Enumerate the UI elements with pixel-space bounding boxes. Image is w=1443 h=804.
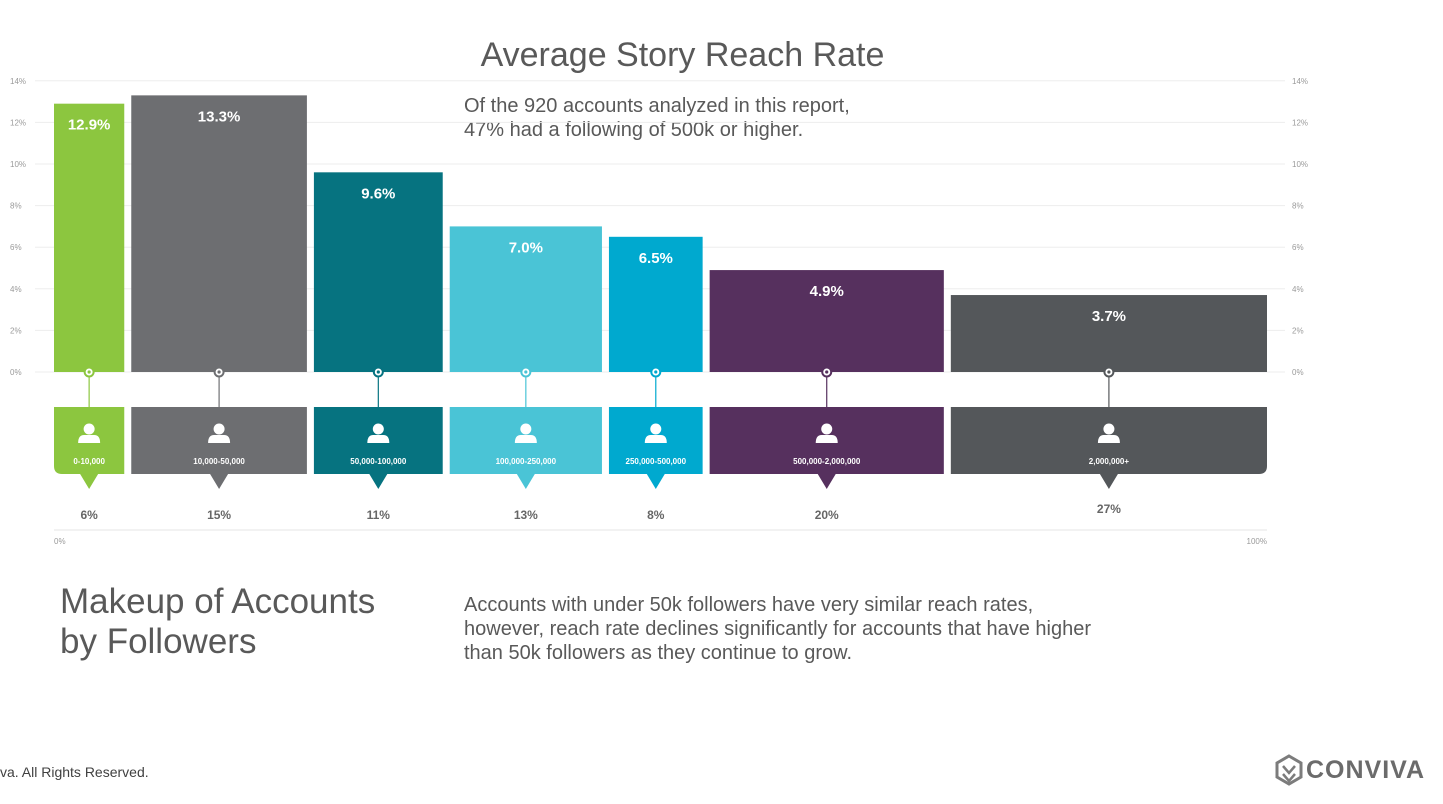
user-icon-head (650, 423, 662, 435)
user-icon-body (514, 435, 537, 443)
brand-logo: CONVIVA (1272, 754, 1432, 793)
category-box (608, 407, 703, 489)
connector-dot (376, 370, 380, 374)
connector-dot (825, 370, 829, 374)
category-label: 10,000-50,000 (193, 457, 245, 466)
reach-bar (54, 103, 125, 373)
category-box (313, 407, 443, 489)
connector-dot (654, 370, 658, 374)
user-icon (78, 423, 101, 443)
user-icon (1097, 423, 1120, 443)
x-axis-label-end: 100% (1247, 537, 1267, 546)
share-value-label: 6% (80, 508, 98, 522)
y-tick-label-left: 12% (10, 118, 26, 127)
y-tick-label-left: 8% (10, 202, 22, 211)
user-icon-head (372, 423, 384, 435)
y-tick-label-left: 6% (10, 243, 22, 252)
reach-value-label: 4.9% (810, 283, 844, 300)
user-icon (815, 423, 838, 443)
y-tick-label-right: 4% (1292, 285, 1304, 294)
category-label: 500,000-2,000,000 (793, 457, 861, 466)
share-value-label: 13% (514, 508, 538, 522)
x-axis-label-start: 0% (54, 537, 66, 546)
category-label: 50,000-100,000 (350, 457, 407, 466)
reach-bar (709, 270, 944, 372)
y-tick-label-left: 10% (10, 160, 26, 169)
category-label: 250,000-500,000 (626, 457, 687, 466)
reach-bar (449, 226, 602, 372)
category-box (131, 407, 307, 489)
share-value-label: 8% (647, 508, 665, 522)
reach-bar (131, 95, 307, 373)
user-icon-head (83, 423, 95, 435)
y-tick-label-right: 2% (1292, 326, 1304, 335)
user-icon-head (1103, 423, 1115, 435)
intro-note: Of the 920 accounts analyzed in this rep… (464, 95, 850, 141)
y-tick-label-right: 10% (1292, 160, 1308, 169)
user-icon-body (1097, 435, 1120, 443)
y-tick-label-right: 0% (1292, 368, 1304, 377)
reach-bar (608, 236, 703, 372)
copyright-footer: va. All Rights Reserved. (0, 764, 149, 780)
share-value-label: 27% (1097, 502, 1121, 516)
y-tick-label-left: 2% (10, 326, 22, 335)
category-box (950, 407, 1267, 489)
share-value-label: 15% (207, 508, 231, 522)
category-label: 0-10,000 (73, 457, 105, 466)
reach-value-label: 13.3% (198, 108, 241, 125)
user-icon (644, 423, 667, 443)
y-tick-label-right: 14% (1292, 77, 1308, 86)
connector-dot (87, 370, 91, 374)
category-box (449, 407, 602, 489)
user-icon-body (78, 435, 101, 443)
makeup-title: Makeup of Accounts by Followers (60, 582, 376, 661)
reach-value-label: 7.0% (509, 239, 543, 256)
brand-name: CONVIVA (1306, 756, 1425, 784)
y-tick-label-left: 14% (10, 77, 26, 86)
user-icon (514, 423, 537, 443)
user-icon-body (208, 435, 231, 443)
y-tick-label-right: 12% (1292, 118, 1308, 127)
reach-rate-chart: 0% 0% 2% 2% 4% 4% 6% 6% 8% 8% 10% 10% 12% 12% 14% 14% 12… (10, 77, 1308, 546)
connector-dot (524, 370, 528, 374)
user-icon (367, 423, 390, 443)
y-tick-label-left: 4% (10, 285, 22, 294)
conviva-logo-icon (1275, 754, 1303, 786)
user-icon-head (821, 423, 833, 435)
y-tick-label-left: 0% (10, 368, 22, 377)
share-value-label: 20% (815, 508, 839, 522)
connector-dot (1107, 370, 1111, 374)
category-label: 2,000,000+ (1089, 457, 1130, 466)
user-icon-body (815, 435, 838, 443)
reach-value-label: 9.6% (361, 185, 395, 202)
user-icon (208, 423, 231, 443)
chart-title: Average Story Reach Rate (480, 36, 885, 74)
reach-bar (950, 295, 1267, 372)
connector-dot (217, 370, 221, 374)
user-icon-body (644, 435, 667, 443)
y-tick-label-right: 6% (1292, 243, 1304, 252)
user-icon-body (367, 435, 390, 443)
reach-value-label: 12.9% (68, 117, 111, 134)
category-label: 100,000-250,000 (496, 457, 557, 466)
reach-value-label: 3.7% (1092, 308, 1126, 325)
category-box (54, 407, 125, 489)
reach-note: Accounts with under 50k followers have v… (464, 594, 1092, 664)
y-tick-label-right: 8% (1292, 202, 1304, 211)
reach-value-label: 6.5% (639, 250, 673, 267)
user-icon-head (213, 423, 225, 435)
category-box (709, 407, 944, 489)
user-icon-head (520, 423, 532, 435)
reach-bar (313, 172, 443, 372)
share-value-label: 11% (367, 508, 391, 522)
